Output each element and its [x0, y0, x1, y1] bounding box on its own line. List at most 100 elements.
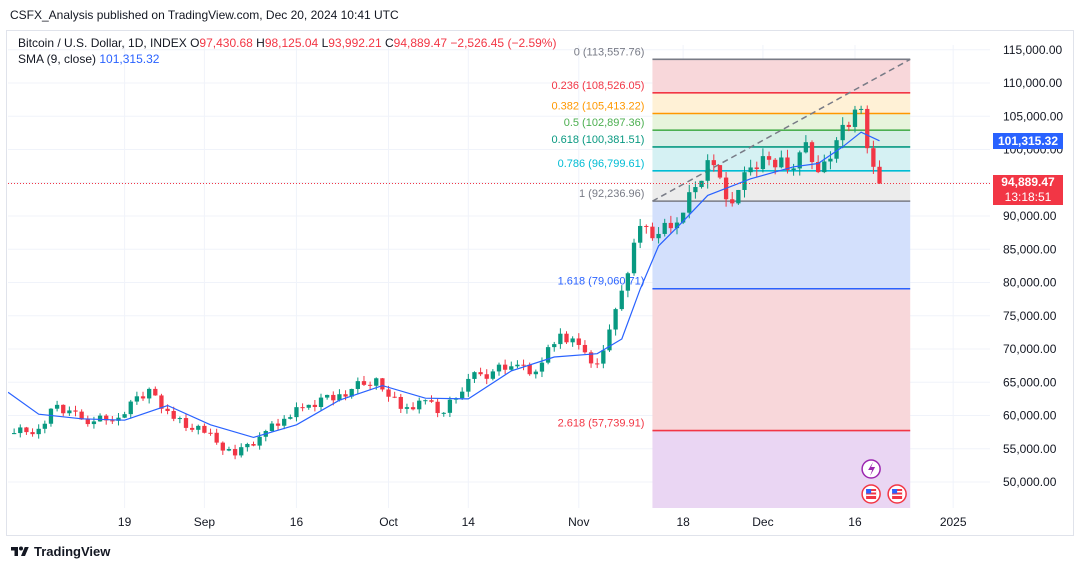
candle-body [282, 418, 287, 426]
candle-body [484, 374, 489, 379]
candle-body [85, 419, 90, 425]
candle-body [220, 442, 225, 451]
candle-body [343, 394, 348, 397]
candle-body [42, 423, 47, 429]
candle-body [871, 148, 876, 167]
candle-body [754, 167, 759, 170]
candle-body [104, 415, 109, 421]
candle-body [533, 371, 538, 375]
sma-layer [8, 131, 990, 439]
candle-body [840, 124, 845, 141]
published-bar: CSFX_Analysis published on TradingView.c… [0, 0, 1080, 30]
symbol-title[interactable]: Bitcoin / U.S. Dollar, 1D, INDEX [18, 36, 187, 50]
candle-body [331, 394, 336, 401]
candle-body [417, 400, 422, 410]
candle-body [441, 412, 446, 414]
candle-body [110, 420, 115, 422]
candle-body [398, 396, 403, 409]
y-tick-label: 60,000.00 [1003, 409, 1057, 423]
open-label: O [190, 36, 200, 50]
candle-body [177, 418, 182, 420]
candle-body [318, 397, 324, 408]
candle-body [834, 140, 839, 159]
flash-event-icon [861, 459, 881, 479]
candle-body [116, 417, 121, 421]
us-flag-event-icon [887, 484, 907, 504]
candle-body [502, 364, 508, 370]
candle-body [822, 161, 827, 173]
candle-body [367, 384, 373, 386]
candle-body [816, 162, 821, 173]
candle-body [337, 394, 342, 401]
sma-label[interactable]: SMA (9, close) [18, 52, 97, 66]
candle-body [785, 157, 790, 171]
candle-body [269, 423, 275, 431]
candle-body [748, 167, 753, 173]
candle-body [447, 399, 453, 413]
candle-body [828, 158, 833, 162]
candle-body [410, 407, 416, 410]
fib-band [652, 288, 911, 431]
flag-stripe [866, 494, 877, 496]
candle-body [275, 423, 281, 426]
candle-body [183, 418, 189, 428]
fib-band [652, 92, 911, 114]
candle-body [147, 388, 152, 399]
y-tick-label: 90,000.00 [1003, 209, 1057, 223]
candle-body [374, 378, 379, 386]
candle-body [355, 381, 360, 389]
candle-body [466, 378, 471, 392]
candle-body [515, 364, 520, 367]
candle-body [48, 408, 54, 424]
candle-body [613, 309, 618, 330]
sma-line [8, 131, 880, 439]
candle-body [791, 168, 796, 171]
candle-body [325, 394, 330, 398]
candle-body [687, 192, 692, 213]
sma-value: 101,315.32 [99, 52, 160, 66]
fib-band [652, 113, 911, 131]
candle-body [11, 433, 17, 435]
candle-body [122, 414, 127, 418]
last-price-text: 94,889.47 [1001, 175, 1055, 190]
last-price-tag: 94,889.47 13:18:51 [993, 175, 1063, 206]
x-tick-label: Oct [379, 515, 398, 529]
candle-body [312, 404, 318, 408]
fib-level-label: 0.5 (102,897.36) [564, 117, 645, 129]
chart-frame [6, 30, 1074, 536]
high-label: H [256, 36, 265, 50]
candle-body [545, 347, 551, 363]
candle-body [803, 142, 809, 153]
candle-body [496, 364, 502, 372]
candle-body [54, 404, 60, 409]
candle-body [852, 109, 858, 127]
candle-body [680, 212, 686, 223]
candle-body [429, 400, 434, 402]
candle-body [460, 391, 465, 399]
published-text: CSFX_Analysis published on TradingView.c… [10, 8, 399, 22]
fib-band [652, 130, 911, 147]
candle-body [711, 160, 716, 166]
candle-body [171, 411, 176, 419]
candle-body [189, 427, 195, 430]
candle-body [644, 225, 649, 227]
y-tick-label: 105,000.00 [1003, 109, 1063, 123]
candle-body [245, 444, 250, 448]
y-tick-label: 70,000.00 [1003, 342, 1057, 356]
candles-layer [11, 105, 882, 460]
fib-level-label: 0.618 (100,381.51) [551, 134, 644, 146]
fib-level-label: 1 (92,236.96) [579, 188, 644, 200]
candle-body [625, 273, 631, 291]
candle-body [846, 124, 851, 127]
candle-body [159, 395, 164, 409]
candle-body [674, 222, 680, 229]
fib-layer: 0 (113,557.76) 0.236 (108,526.05) 0.382 (1… [551, 46, 911, 508]
footer-brand: TradingView [10, 544, 110, 559]
candle-body [257, 436, 262, 446]
tradingview-logo-icon [11, 546, 29, 556]
candle-body [404, 407, 410, 409]
candle-body [601, 350, 606, 364]
candle-body [865, 108, 870, 149]
fib-level-label: 0.786 (96,799.61) [558, 158, 645, 170]
